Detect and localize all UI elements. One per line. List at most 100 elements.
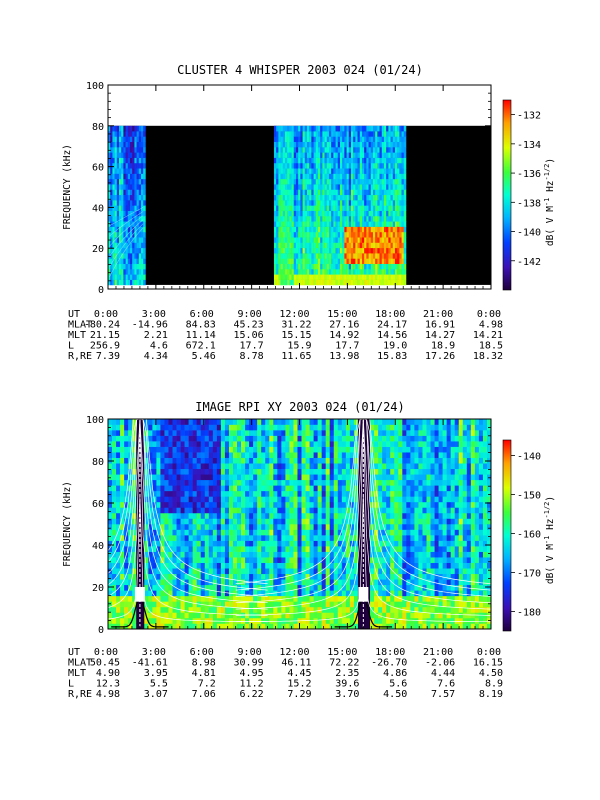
spectrogram-cell	[300, 147, 303, 153]
spectrogram-cell	[237, 617, 242, 624]
spectrogram-cell	[224, 463, 230, 470]
spectrogram-cell	[345, 507, 351, 514]
spectrogram-cell	[280, 221, 284, 227]
spectrogram-cell	[140, 485, 145, 492]
spectrogram-cell	[232, 535, 238, 541]
spectrogram-cell	[337, 446, 343, 453]
spectrogram-cell	[339, 205, 343, 211]
spectrogram-cell	[345, 512, 351, 519]
spectrogram-cell	[249, 573, 254, 580]
spectrogram-cell	[172, 535, 177, 541]
spectrogram-cell	[249, 424, 254, 431]
spectrogram-cell	[304, 221, 308, 227]
spectrogram-cell	[121, 247, 124, 254]
spectrogram-cell	[125, 200, 129, 206]
spectrogram-cell	[143, 205, 146, 211]
spectrogram-cell	[114, 141, 118, 148]
spectrogram-cell	[313, 457, 318, 464]
spectrogram-cell	[192, 446, 197, 453]
spectrogram-cell	[317, 535, 322, 541]
spectrogram-cell	[346, 152, 350, 158]
spectrogram-cell	[261, 501, 266, 508]
spectrogram-cell	[188, 551, 193, 558]
spectrogram-cell	[305, 490, 310, 497]
spectrogram-cell	[333, 253, 336, 259]
spectrogram-cell	[212, 546, 218, 552]
spectrogram-cell	[253, 485, 258, 492]
spectrogram-cell	[353, 617, 359, 624]
spectrogram-cell	[176, 590, 181, 597]
spectrogram-cell	[112, 452, 117, 458]
spectrogram-cell	[282, 178, 286, 185]
spectrogram-cell	[112, 562, 117, 569]
spectrogram-cell	[204, 507, 210, 514]
spectrogram-cell	[300, 237, 303, 243]
spectrogram-cell	[309, 606, 314, 613]
spectrogram-cell	[370, 125, 374, 132]
spectrogram-cell	[245, 512, 250, 519]
spectrogram-cell	[172, 568, 177, 575]
spectrogram-cell	[386, 231, 389, 238]
spectrogram-cell	[328, 157, 332, 164]
spectrogram-cell	[232, 485, 238, 492]
spectrogram-cell	[353, 557, 359, 563]
spectrogram-cell	[357, 617, 363, 624]
spectrogram-cell	[124, 606, 129, 613]
spectrogram-cell	[125, 258, 129, 265]
spectrogram-cell	[289, 242, 292, 249]
spectrogram-cell	[306, 226, 310, 233]
spectrogram-cell	[388, 136, 391, 143]
spectrogram-cell	[386, 162, 389, 169]
spectrogram-cell	[317, 274, 321, 280]
spectrogram-cell	[172, 435, 177, 442]
spectrogram-cell	[379, 131, 383, 137]
spectrogram-cell	[192, 501, 197, 508]
spectrogram-cell	[119, 189, 122, 196]
spectrogram-cell	[132, 430, 137, 436]
spectrogram-cell	[370, 584, 375, 591]
spectrogram-cell	[309, 247, 312, 254]
spectrogram-cell	[328, 274, 332, 280]
spectrogram-cell	[125, 141, 129, 148]
spectrogram-cell	[265, 540, 270, 547]
spectrogram-cell	[390, 136, 394, 143]
spectrogram-cell	[237, 424, 242, 431]
spectrogram-cell	[289, 253, 292, 259]
spectrogram-cell	[257, 435, 262, 442]
spectrogram-cell	[325, 540, 331, 547]
spectrogram-cell	[152, 540, 157, 547]
spectrogram-cell	[337, 168, 341, 174]
spectrogram-cell	[119, 215, 122, 222]
spectrogram-cell	[377, 152, 380, 158]
spectrogram-cell	[291, 253, 295, 259]
spectrogram-cell	[353, 173, 356, 180]
spectrogram-cell	[342, 178, 345, 185]
spectrogram-cell	[160, 551, 165, 558]
ephemeris-value: 4.6	[150, 341, 168, 352]
spectrogram-cell	[204, 435, 210, 442]
spectrogram-cell	[364, 152, 367, 158]
spectrogram-cell	[386, 263, 389, 270]
spectrogram-cell	[241, 568, 246, 575]
spectrogram-cell	[168, 551, 173, 558]
spectrogram-cell	[245, 573, 250, 580]
spectrogram-cell	[317, 468, 322, 475]
spectrogram-cell	[284, 194, 288, 201]
spectrogram-cell	[160, 474, 165, 481]
spectrogram-cell	[277, 468, 282, 475]
spectrogram-cell	[143, 226, 146, 233]
spectrogram-cell	[322, 215, 325, 222]
spectrogram-cell	[168, 485, 173, 492]
spectrogram-cell	[370, 136, 374, 143]
spectrogram-cell	[130, 242, 133, 249]
spectrogram-cell	[108, 540, 113, 547]
spectrogram-cell	[364, 173, 367, 180]
spectrogram-cell	[110, 247, 113, 254]
spectrogram-cell	[366, 162, 369, 169]
spectrogram-cell	[273, 529, 278, 536]
spectrogram-cell	[381, 162, 385, 169]
spectrogram-cell	[176, 479, 181, 486]
spectrogram-cell	[377, 274, 380, 280]
spectrogram-cell	[232, 468, 238, 475]
spectrogram-cell	[375, 231, 378, 238]
